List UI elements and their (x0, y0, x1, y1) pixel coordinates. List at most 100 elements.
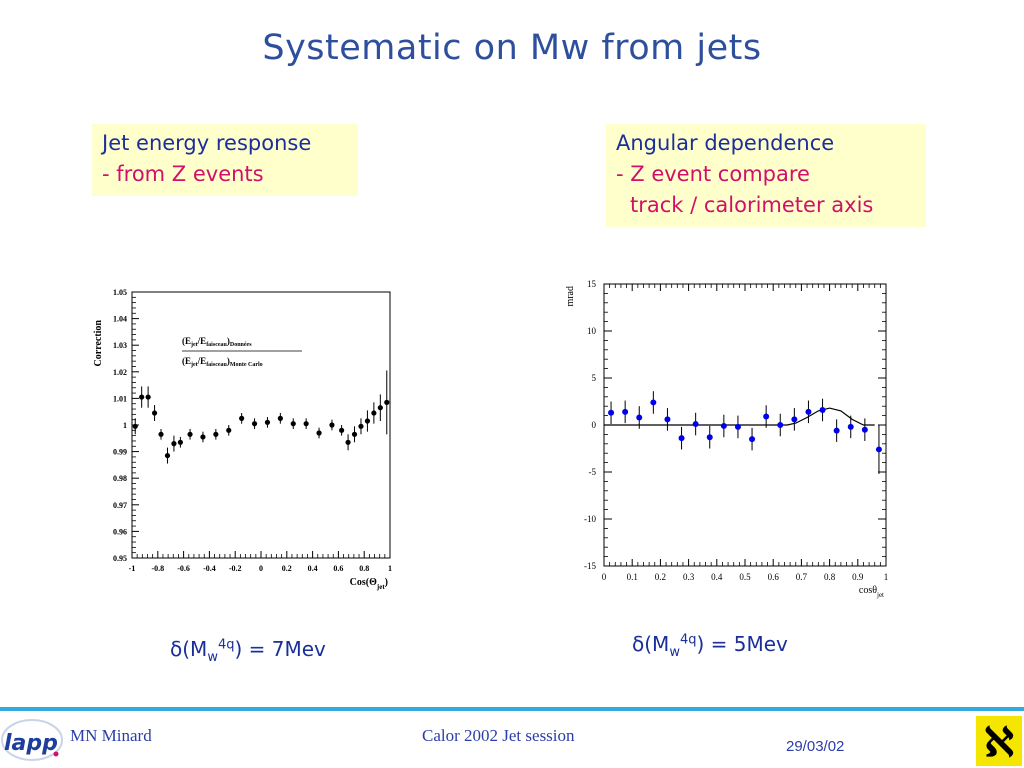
slide-title: Systematic on Mw from jets (262, 28, 762, 68)
y-tick-label: 1.03 (113, 341, 127, 350)
left-caption-line1: Jet energy response (102, 131, 312, 155)
data-point (861, 426, 868, 433)
y-tick-label: -5 (589, 467, 597, 477)
right-caption-box: Angular dependence - Z event compare tra… (606, 124, 926, 227)
data-point (264, 419, 271, 425)
data-point (290, 421, 296, 427)
data-point (239, 415, 245, 421)
right-caption-line3: track / calorimeter axis (630, 193, 874, 217)
y-tick-label: 15 (587, 279, 597, 289)
right-result-open: (M (644, 632, 670, 656)
data-point (164, 452, 171, 459)
fit-curve (604, 407, 875, 426)
data-point (763, 413, 770, 420)
data-point (145, 394, 151, 400)
footer-author: MN Minard (70, 726, 152, 745)
x-tick-label: 1 (388, 564, 392, 573)
data-point (791, 416, 798, 423)
data-point (303, 421, 309, 427)
x-tick-label: 0.2 (282, 564, 292, 573)
data-point (777, 422, 784, 428)
x-axis-label: Cos(Θjet) (350, 577, 388, 591)
y-tick-label: 0 (592, 420, 597, 430)
data-point (692, 421, 699, 428)
data-point (749, 436, 756, 443)
y-tick-label: 10 (587, 326, 597, 336)
x-tick-label: 0.2 (655, 572, 666, 582)
x-tick-label: 0.1 (627, 572, 638, 582)
data-point (351, 431, 358, 437)
data-point (358, 423, 364, 429)
data-point (251, 421, 258, 427)
right-result-sup: 4q (679, 632, 697, 648)
x-axis-label: cosθjet (859, 585, 884, 599)
data-point (213, 431, 219, 437)
data-point (329, 422, 335, 428)
x-tick-label: 0.3 (683, 572, 695, 582)
ratio-numerator: (Ejet/Efaisceau)Données (182, 336, 252, 348)
data-point (364, 418, 371, 424)
y-tick-label: -10 (584, 514, 596, 524)
data-point (371, 410, 377, 416)
lapp-logo: lapp (1, 719, 63, 761)
x-tick-label: 0.6 (768, 572, 780, 582)
data-point (650, 399, 657, 406)
data-point (833, 427, 840, 434)
data-point (819, 406, 826, 413)
data-point (734, 423, 741, 430)
y-tick-label: 1.04 (113, 315, 127, 324)
footer-session: Calor 2002 Jet session (422, 726, 575, 745)
data-point (720, 422, 727, 429)
data-point (678, 435, 685, 442)
y-tick-label: 1.02 (113, 368, 127, 377)
right-caption-line2: - Z event compare (616, 162, 810, 186)
x-tick-label: 1 (884, 572, 889, 582)
data-point (345, 439, 351, 445)
x-tick-label: 0.9 (852, 572, 864, 582)
x-tick-label: 0.4 (711, 572, 723, 582)
x-tick-label: -0.8 (151, 564, 164, 573)
right-result-sub: w (669, 645, 680, 660)
y-tick-label: 0.99 (113, 448, 127, 457)
footer-divider (0, 707, 1024, 711)
left-result-open: (M (182, 637, 208, 661)
data-point (847, 423, 854, 430)
y-tick-label: 0.98 (113, 474, 127, 483)
right-caption-line1: Angular dependence (616, 131, 835, 155)
data-point (277, 415, 283, 421)
jet-energy-correction-chart: -1 -0.8 -0.6 -0.4 -0.2 0 0.2 0.4 0.6 0.8 1 0.95 0.96… (93, 288, 392, 591)
data-point (226, 427, 232, 433)
left-result-formula: δ(Mw4q) = 7Mev (170, 637, 326, 665)
x-tick-label: 0.4 (308, 564, 318, 573)
x-tick-label: 0 (602, 572, 607, 582)
x-tick-label: 0.8 (359, 564, 369, 573)
x-tick-label: 0.8 (824, 572, 836, 582)
y-tick-label: 1.01 (113, 394, 127, 403)
data-point (177, 439, 183, 445)
data-point (384, 399, 390, 405)
left-caption-line2: - from Z events (102, 162, 264, 186)
data-point (875, 446, 882, 453)
x-tick-label: 0 (259, 564, 263, 573)
data-point (316, 430, 322, 436)
footer-date: 29/03/02 (786, 738, 845, 755)
x-tick-label: -0.6 (177, 564, 190, 573)
data-point (132, 423, 138, 429)
data-point (805, 408, 812, 415)
left-result-delta: δ (170, 637, 183, 661)
data-point (339, 427, 345, 433)
x-tick-label: 0.6 (333, 564, 343, 573)
right-result-delta: δ (632, 632, 645, 656)
aleph-logo: ℵ (976, 716, 1022, 766)
left-result-close: ) = 7Mev (234, 637, 326, 661)
left-result-sub: w (207, 650, 218, 665)
y-tick-label: 0.95 (113, 554, 127, 563)
y-axis-label: mrad (565, 286, 576, 307)
right-result-formula: δ(Mw4q) = 5Mev (632, 632, 788, 660)
data-point (608, 409, 615, 416)
data-point (706, 434, 713, 441)
left-result-sup: 4q (217, 637, 235, 653)
x-tick-label: 0.7 (796, 572, 808, 582)
ratio-denominator: (Ejet/Efaisceau)Monte Carlo (182, 356, 263, 368)
y-tick-label: 5 (592, 373, 597, 383)
